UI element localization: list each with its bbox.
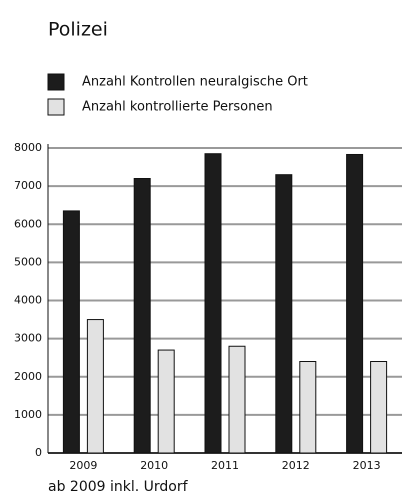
bar [157,349,175,454]
legend-swatch [47,98,65,116]
bar [370,361,388,454]
x-tick-label: 2010 [140,459,168,472]
y-tick-label: 8000 [14,141,42,154]
x-tick-label: 2013 [353,459,381,472]
bar [133,178,151,454]
x-tick-label: 2012 [282,459,310,472]
y-tick-label: 2000 [14,370,42,383]
bar [346,153,364,454]
bar [275,174,293,454]
footnote: ab 2009 inkl. Urdorf [48,479,189,495]
y-tick-label: 6000 [14,217,42,230]
y-tick-label: 3000 [14,332,42,345]
legend-swatch [47,73,65,91]
bar [228,345,246,454]
y-tick-label: 7000 [14,179,42,192]
legend-label: Anzahl kontrollierte Personen [82,100,273,115]
y-tick-label: 1000 [14,408,42,421]
y-tick-label: 5000 [14,255,42,268]
bar [62,210,80,454]
legend-label: Anzahl Kontrollen neuralgische Ort [82,75,308,90]
y-tick-label: 0 [35,446,42,459]
bar [86,319,104,454]
chart-title: Polizei [48,19,108,41]
x-tick-label: 2009 [69,459,97,472]
y-tick-label: 4000 [14,294,42,307]
x-tick-label: 2011 [211,459,239,472]
bar [299,361,317,454]
bar [204,153,222,454]
